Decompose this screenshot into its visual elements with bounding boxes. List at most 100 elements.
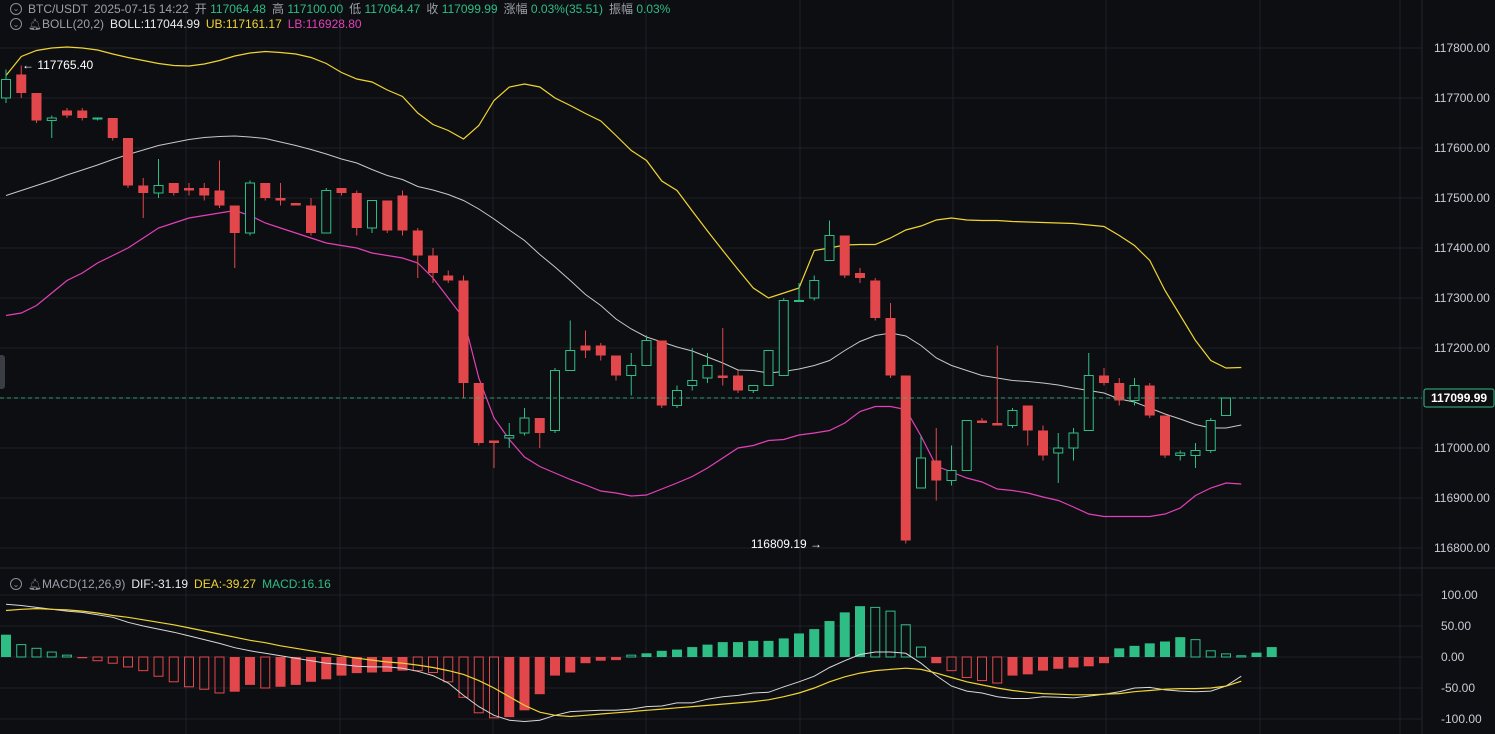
macd-bar (824, 621, 835, 657)
candle (763, 350, 774, 386)
candle-body (397, 195, 408, 231)
macd-bar (778, 638, 789, 657)
candle-body (92, 117, 103, 120)
bell-icon[interactable]: 🔔︎ (28, 18, 42, 31)
candle-body (382, 200, 393, 231)
macd-tick-label: 0.00 (1441, 650, 1465, 664)
macd-bar (794, 633, 804, 657)
macd-bar (62, 654, 72, 658)
macd-bar (16, 644, 27, 658)
price-tick-label: 117800.00 (1434, 41, 1490, 55)
macd-bar (1221, 653, 1231, 658)
candle (245, 180, 255, 236)
candle-body (107, 118, 118, 138)
candle-body (473, 383, 484, 443)
macd-bar (336, 657, 347, 676)
macd-bar (367, 657, 377, 673)
panel-resize-handle[interactable] (0, 355, 5, 389)
macd-bar (46, 651, 57, 658)
candle-body (1129, 385, 1140, 401)
candle (92, 117, 103, 121)
candle (428, 248, 438, 283)
macd-name: MACD(12,26,9) (41, 577, 126, 591)
candle (1114, 378, 1125, 406)
candle-body (656, 340, 667, 406)
macd-bar (1038, 657, 1048, 671)
candle (397, 190, 408, 236)
candle (1022, 405, 1033, 446)
amplitude-label: 振幅 (608, 2, 633, 16)
candle (809, 275, 820, 301)
macd-bar (717, 642, 728, 657)
candle (123, 138, 133, 188)
candle (977, 418, 987, 423)
candle (489, 440, 499, 468)
macd-bar (77, 657, 88, 659)
candle-body (1190, 450, 1201, 456)
candle-body (977, 420, 987, 423)
collapse-icon[interactable]: ⌄ (10, 2, 22, 15)
candle (138, 178, 149, 218)
macd-bar (1007, 657, 1018, 676)
price-tick-label: 117200.00 (1434, 341, 1490, 355)
candle-body (1175, 452, 1186, 456)
candle (702, 353, 713, 383)
macd-bar (1144, 643, 1155, 657)
dif-value: -31.19 (154, 577, 189, 591)
candle (733, 370, 743, 393)
price-tick-label: 116800.00 (1434, 541, 1490, 555)
candle-body (367, 200, 377, 229)
collapse-icon[interactable]: ⌄ (10, 18, 22, 30)
lb-value: 116928.80 (305, 17, 362, 31)
macd-bar (199, 656, 210, 690)
macd-bar (458, 656, 469, 698)
candle-body (336, 188, 347, 193)
candle-body (321, 190, 332, 234)
candle (260, 183, 271, 201)
candle-body (184, 188, 194, 191)
macd-bar (519, 657, 530, 711)
macd-value: 16.16 (300, 577, 331, 591)
candle-body (595, 345, 606, 356)
price-tick-label: 117300.00 (1434, 291, 1490, 305)
macd-bar (412, 656, 423, 672)
macd-bar (168, 656, 179, 683)
candle (778, 298, 789, 376)
macd-bar (306, 657, 316, 682)
candle-body (1205, 420, 1216, 451)
collapse-icon[interactable]: ⌄ (10, 578, 22, 590)
candle (1038, 425, 1048, 461)
candle-body (611, 355, 621, 376)
ub-label: UB: (205, 17, 226, 31)
macd-bar (382, 657, 393, 672)
candle (473, 383, 484, 446)
candle-body (1, 79, 11, 99)
macd-bar (31, 647, 42, 658)
candle-body (31, 93, 42, 121)
macd-bar (626, 654, 637, 658)
low-label: 低 (349, 2, 362, 16)
candle (656, 340, 667, 408)
candle-body (763, 350, 774, 386)
candle-body (580, 345, 591, 351)
candle-body (138, 185, 149, 193)
candle-body (214, 190, 225, 206)
macd-bar (687, 647, 698, 657)
macd-bar (1190, 639, 1201, 658)
candle (382, 200, 393, 233)
candle-body (412, 230, 423, 256)
annotations: ← 117765.40 116809.19 → (22, 58, 822, 551)
candle-body (1099, 375, 1109, 383)
macd-bar (1251, 652, 1262, 657)
candle-body (1144, 385, 1155, 416)
bell-icon[interactable]: 🔔︎ (28, 578, 42, 591)
candle-body (275, 198, 286, 201)
candle-body (992, 423, 1003, 426)
candle (1053, 433, 1064, 483)
boll-value: 117044.99 (144, 17, 200, 31)
open-label: 开 (194, 2, 207, 16)
ticker-header: ⌄ BTC/USDT 2025-07-15 14:22 开 117064.48 … (10, 0, 670, 17)
candle (184, 183, 194, 196)
candle (46, 115, 57, 138)
